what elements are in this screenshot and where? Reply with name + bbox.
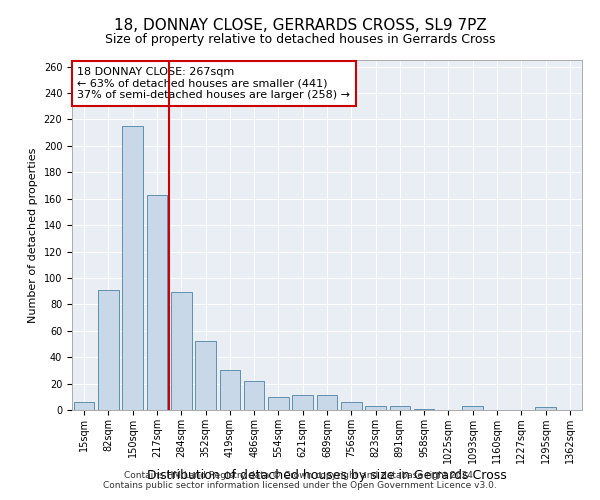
Y-axis label: Number of detached properties: Number of detached properties bbox=[28, 148, 38, 322]
Text: 18, DONNAY CLOSE, GERRARDS CROSS, SL9 7PZ: 18, DONNAY CLOSE, GERRARDS CROSS, SL9 7P… bbox=[113, 18, 487, 32]
Bar bbox=[220, 370, 240, 410]
Bar bbox=[317, 396, 337, 410]
Text: 18 DONNAY CLOSE: 267sqm
← 63% of detached houses are smaller (441)
37% of semi-d: 18 DONNAY CLOSE: 267sqm ← 63% of detache… bbox=[77, 67, 350, 100]
Bar bbox=[146, 194, 167, 410]
Text: Contains HM Land Registry data © Crown copyright and database right 2024.
Contai: Contains HM Land Registry data © Crown c… bbox=[103, 470, 497, 490]
Bar bbox=[195, 342, 216, 410]
Bar bbox=[389, 406, 410, 410]
Bar bbox=[74, 402, 94, 410]
Bar bbox=[463, 406, 483, 410]
Bar bbox=[365, 406, 386, 410]
Text: Size of property relative to detached houses in Gerrards Cross: Size of property relative to detached ho… bbox=[105, 32, 495, 46]
Bar bbox=[341, 402, 362, 410]
Bar bbox=[414, 408, 434, 410]
Bar bbox=[244, 381, 265, 410]
Bar bbox=[122, 126, 143, 410]
X-axis label: Distribution of detached houses by size in Gerrards Cross: Distribution of detached houses by size … bbox=[147, 469, 507, 482]
Bar bbox=[292, 396, 313, 410]
Bar bbox=[535, 408, 556, 410]
Bar bbox=[171, 292, 191, 410]
Bar bbox=[268, 397, 289, 410]
Bar bbox=[98, 290, 119, 410]
